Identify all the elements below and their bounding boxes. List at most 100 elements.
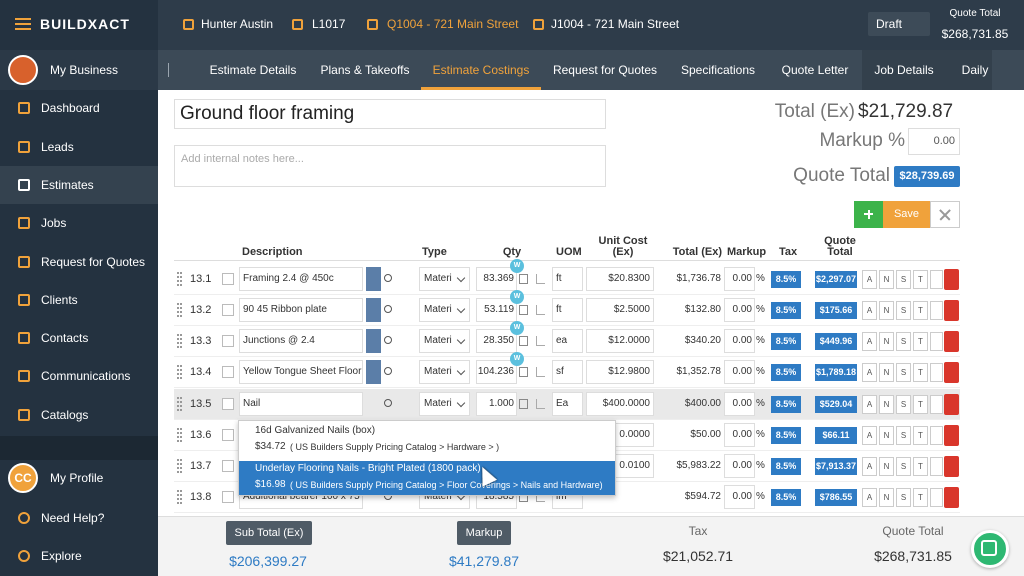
link-button[interactable] — [366, 392, 381, 416]
markup-input[interactable]: 0.00 — [908, 128, 960, 155]
calculator-icon[interactable] — [519, 367, 528, 377]
action-button[interactable]: T — [913, 488, 928, 507]
description-input[interactable]: 90 45 Ribbon plate — [239, 298, 363, 322]
action-button[interactable]: A — [862, 332, 877, 351]
action-button[interactable]: S — [896, 457, 911, 476]
copy-button[interactable] — [930, 270, 943, 289]
tax-badge[interactable]: 8.5% — [771, 271, 801, 288]
type-select[interactable]: Materi — [419, 298, 470, 322]
nav-item[interactable]: Clients — [41, 293, 78, 307]
delete-button[interactable] — [944, 269, 959, 290]
tab[interactable]: Job Details — [874, 63, 934, 77]
row-checkbox[interactable] — [222, 335, 234, 347]
nav-item[interactable]: Request for Quotes — [41, 255, 146, 269]
type-select[interactable]: Materi — [419, 329, 470, 353]
delete-button[interactable] — [944, 394, 959, 415]
qty-input[interactable]: 104.236 — [476, 360, 517, 384]
type-select[interactable]: Materi — [419, 267, 470, 291]
tab[interactable]: Estimate Details — [209, 63, 297, 77]
row-checkbox[interactable] — [222, 273, 234, 285]
qty-input[interactable]: 28.350 — [476, 329, 517, 353]
row-checkbox[interactable] — [222, 366, 234, 378]
unit-cost-input[interactable]: $2.5000 — [586, 298, 654, 322]
delete-button[interactable] — [944, 425, 959, 446]
tax-badge[interactable]: 8.5% — [771, 396, 801, 413]
link-button[interactable] — [366, 329, 381, 353]
action-button[interactable]: S — [896, 301, 911, 320]
action-button[interactable]: T — [913, 457, 928, 476]
copy-button[interactable] — [930, 332, 943, 351]
markup-input[interactable]: 0.00 — [724, 329, 755, 353]
action-button[interactable]: N — [879, 457, 894, 476]
search-button[interactable] — [384, 399, 392, 407]
calculator-icon[interactable] — [519, 305, 528, 315]
ruler-icon[interactable] — [536, 492, 545, 502]
notes[interactable]: Add internal notes here... — [174, 145, 606, 187]
search-button[interactable] — [384, 274, 392, 282]
markup-input[interactable]: 0.00 — [724, 454, 755, 478]
uom-input[interactable]: ft — [552, 267, 583, 291]
section-title[interactable]: Ground floor framing — [174, 99, 606, 129]
tab[interactable]: Daily — [961, 63, 989, 77]
markup-input[interactable]: 0.00 — [724, 392, 755, 416]
row-checkbox[interactable] — [222, 429, 234, 441]
help-link[interactable]: Need Help? — [41, 511, 105, 525]
explore-link[interactable]: Explore — [41, 549, 82, 563]
calculator-icon[interactable] — [519, 274, 528, 284]
tax-badge[interactable]: 8.5% — [771, 333, 801, 350]
action-button[interactable]: N — [879, 301, 894, 320]
dropdown-option-bg[interactable] — [239, 421, 615, 460]
action-button[interactable]: S — [896, 332, 911, 351]
topbar-item[interactable]: L1017 — [312, 17, 346, 31]
tax-badge[interactable]: 8.5% — [771, 489, 801, 506]
ruler-icon[interactable] — [536, 305, 545, 315]
nav-item[interactable]: Contacts — [41, 331, 89, 345]
tab[interactable]: Specifications — [680, 63, 756, 77]
action-button[interactable]: N — [879, 395, 894, 414]
tab[interactable]: Request for Quotes — [552, 63, 658, 77]
qty-input[interactable]: 1.000 — [476, 392, 517, 416]
tax-badge[interactable]: 8.5% — [771, 302, 801, 319]
copy-button[interactable] — [930, 426, 943, 445]
action-button[interactable]: A — [862, 488, 877, 507]
ruler-icon[interactable] — [536, 336, 545, 346]
calculator-icon[interactable] — [519, 399, 528, 409]
action-button[interactable]: A — [862, 457, 877, 476]
search-button[interactable] — [384, 367, 392, 375]
link-button[interactable] — [366, 298, 381, 322]
nav-item[interactable]: Catalogs — [41, 408, 89, 422]
delete-button[interactable] — [944, 362, 959, 383]
action-button[interactable]: N — [879, 270, 894, 289]
nav-item[interactable]: Communications — [41, 369, 131, 383]
uom-input[interactable]: sf — [552, 360, 583, 384]
action-button[interactable]: T — [913, 301, 928, 320]
ruler-icon[interactable] — [536, 367, 545, 377]
markup-input[interactable]: 0.00 — [724, 485, 755, 509]
search-button[interactable] — [384, 305, 392, 313]
row-checkbox[interactable] — [222, 460, 234, 472]
action-button[interactable]: N — [879, 426, 894, 445]
description-input[interactable]: Framing 2.4 @ 450c — [239, 267, 363, 291]
tab[interactable]: Quote Letter — [781, 63, 849, 77]
copy-button[interactable] — [930, 363, 943, 382]
tax-badge[interactable]: 8.5% — [771, 458, 801, 475]
delete-button[interactable] — [944, 487, 959, 508]
tax-badge[interactable]: 8.5% — [771, 427, 801, 444]
delete-button[interactable] — [944, 456, 959, 477]
nav-item[interactable]: Jobs — [41, 216, 67, 230]
action-button[interactable]: T — [913, 332, 928, 351]
topbar-item[interactable]: Q1004 - 721 Main Street — [387, 17, 519, 31]
copy-button[interactable] — [930, 395, 943, 414]
status-select[interactable]: Draft — [868, 12, 930, 36]
description-input[interactable]: Junctions @ 2.4 — [239, 329, 363, 353]
action-button[interactable]: A — [862, 426, 877, 445]
action-button[interactable]: S — [896, 395, 911, 414]
action-button[interactable]: S — [896, 426, 911, 445]
uom-input[interactable]: Ea — [552, 392, 583, 416]
action-button[interactable]: A — [862, 395, 877, 414]
markup-input[interactable]: 0.00 — [724, 267, 755, 291]
description-input[interactable]: Nail — [239, 392, 363, 416]
markup-button[interactable]: Markup — [457, 521, 511, 545]
row-checkbox[interactable] — [222, 304, 234, 316]
unit-cost-input[interactable]: $20.8300 — [586, 267, 654, 291]
